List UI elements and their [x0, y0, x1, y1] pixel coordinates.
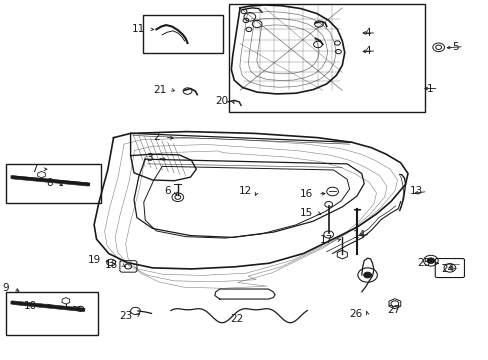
Text: 5: 5 [451, 42, 458, 51]
Text: 19: 19 [88, 255, 101, 265]
Text: 14: 14 [352, 230, 365, 239]
Circle shape [363, 272, 371, 278]
Text: 17: 17 [319, 235, 332, 245]
Text: 27: 27 [386, 305, 400, 315]
Text: 15: 15 [299, 208, 312, 218]
Bar [142, 15, 223, 53]
Text: 9: 9 [2, 283, 9, 293]
Bar [5, 292, 98, 335]
Text: 20: 20 [214, 96, 227, 106]
Text: 11: 11 [132, 24, 145, 35]
Text: 24: 24 [440, 264, 453, 274]
Bar [5, 164, 101, 203]
Text: 18: 18 [105, 260, 118, 270]
Text: 2: 2 [153, 132, 160, 142]
Text: 12: 12 [239, 186, 252, 197]
Bar [229, 4, 424, 112]
Text: 21: 21 [153, 85, 166, 95]
Text: 10: 10 [23, 301, 37, 311]
Text: 22: 22 [230, 314, 244, 324]
Text: 16: 16 [299, 189, 312, 199]
Text: 4: 4 [364, 28, 371, 38]
Text: 6: 6 [164, 186, 171, 197]
Text: 26: 26 [349, 310, 362, 319]
Text: 8: 8 [46, 178, 53, 188]
Text: 23: 23 [119, 311, 132, 320]
Text: 25: 25 [417, 258, 430, 268]
Text: 1: 1 [427, 84, 433, 94]
Circle shape [426, 258, 434, 264]
Text: 13: 13 [408, 186, 422, 197]
Text: 4: 4 [364, 46, 371, 56]
Text: 7: 7 [31, 164, 38, 174]
Text: 3: 3 [145, 153, 152, 163]
